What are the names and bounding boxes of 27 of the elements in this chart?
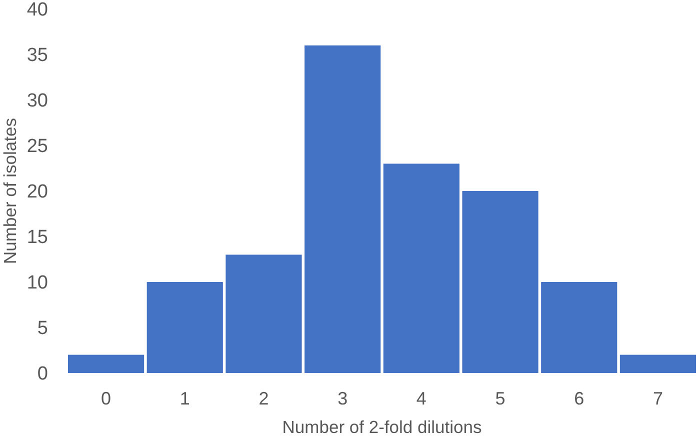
x-tick-label: 7 bbox=[652, 388, 663, 408]
y-tick-label: 30 bbox=[26, 90, 48, 112]
bar bbox=[226, 254, 302, 373]
y-tick-label: 10 bbox=[26, 272, 48, 294]
x-axis-title: Number of 2-fold dilutions bbox=[282, 417, 482, 436]
x-tick-label: 3 bbox=[338, 388, 348, 408]
y-tick-label: 20 bbox=[26, 182, 48, 203]
y-tick-label: 25 bbox=[26, 136, 48, 158]
bar bbox=[541, 282, 618, 373]
x-tick-label: 0 bbox=[101, 388, 112, 408]
y-tick-label: 35 bbox=[26, 45, 48, 66]
bar bbox=[462, 191, 538, 373]
x-tick-label: 5 bbox=[495, 388, 506, 408]
x-tick-label: 4 bbox=[416, 388, 426, 408]
y-tick-label: 40 bbox=[26, 0, 48, 21]
y-tick-label: 0 bbox=[37, 364, 48, 385]
x-tick-label: 6 bbox=[574, 388, 584, 408]
y-tick-label: 15 bbox=[26, 227, 48, 248]
bar bbox=[383, 164, 460, 373]
bar bbox=[304, 45, 381, 373]
bar bbox=[146, 282, 223, 373]
y-axis-title: Number of isolates bbox=[0, 118, 20, 264]
x-tick-label: 1 bbox=[180, 388, 190, 408]
y-tick-label: 5 bbox=[37, 318, 48, 340]
bar bbox=[68, 354, 144, 373]
x-tick-label: 2 bbox=[258, 388, 269, 408]
bar bbox=[620, 354, 696, 373]
